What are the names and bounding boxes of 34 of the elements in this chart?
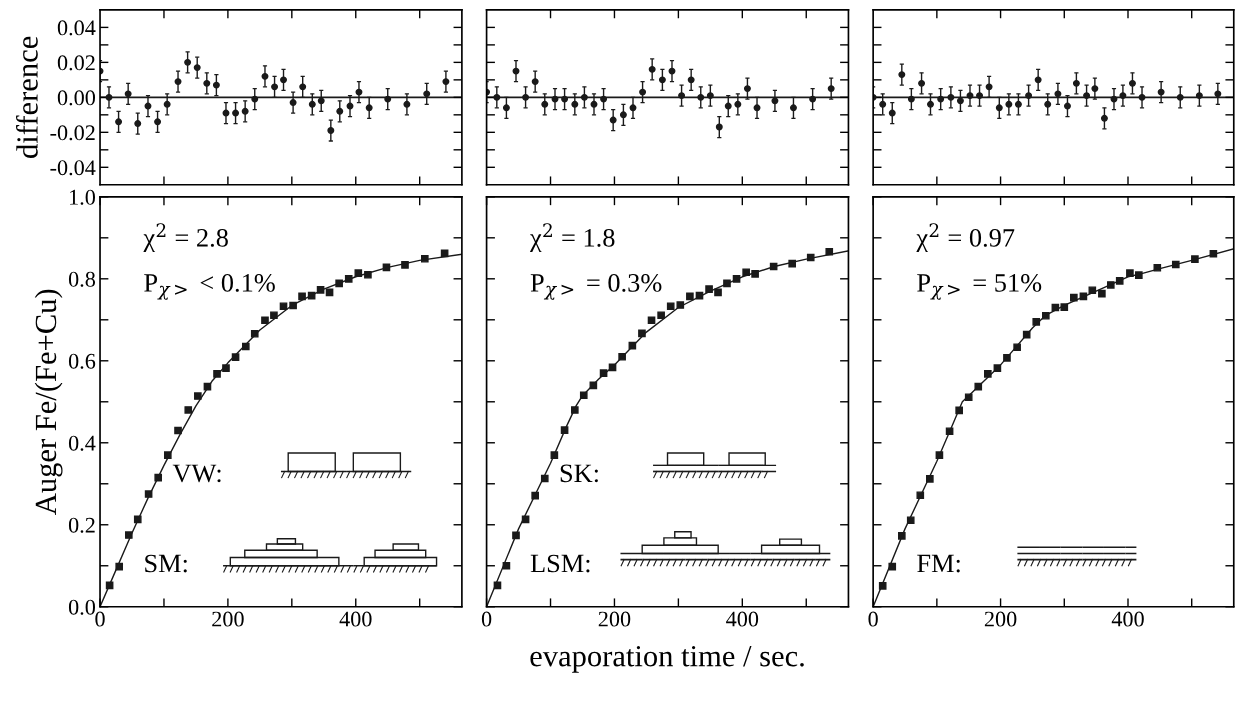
- y-tick-label: 1.0: [70, 189, 96, 205]
- y-axis-title: difference: [16, 36, 38, 158]
- y-tick-label: -0.04: [50, 160, 96, 176]
- y-axis-title: Auger Fe/(Fe+Cu): [34, 289, 63, 515]
- x-tick-label: 200: [984, 611, 1017, 627]
- annotation: χ$^{2}$ = 0.97: [916, 223, 1015, 253]
- x-tick-label: 0: [95, 611, 105, 627]
- annotation: χ$^{2}$ = 1.8: [529, 223, 615, 253]
- annotation: χ$^{2}$ = 2.8: [143, 223, 228, 253]
- x-tick-label: 400: [339, 611, 372, 627]
- x-tick-label: 400: [1111, 611, 1144, 627]
- y-tick-label: 0.4: [68, 435, 96, 451]
- x-tick-label: 200: [212, 611, 244, 627]
- annotation: FM:: [917, 554, 960, 573]
- annotation: P$_{χ>}$ < 0.1%: [144, 273, 275, 300]
- annotation: P$_{χ>}$ = 51%: [917, 273, 1042, 300]
- x-tick-label: 200: [598, 611, 631, 627]
- y-tick-label: 0.00: [57, 90, 96, 106]
- x-axis-title: evaporation time / sec.: [530, 645, 804, 673]
- y-tick-label: 0.2: [68, 517, 95, 533]
- y-tick-label: 0.6: [68, 353, 96, 369]
- y-tick-label: 0.0: [68, 599, 96, 615]
- annotation: SM:: [145, 554, 187, 573]
- annotation: VW:: [172, 464, 221, 483]
- annotation: SK:: [560, 464, 598, 483]
- x-tick-label: 400: [726, 611, 759, 627]
- annotation: LSM:: [530, 554, 590, 573]
- y-tick-label: 0.04: [57, 20, 96, 36]
- x-tick-label: 0: [868, 611, 878, 627]
- y-tick-label: -0.02: [50, 125, 95, 141]
- x-tick-label: 0: [481, 611, 492, 627]
- y-tick-label: 0.8: [68, 271, 96, 287]
- y-tick-label: 0.02: [57, 55, 95, 71]
- annotation: P$_{χ>}$ = 0.3%: [530, 273, 662, 300]
